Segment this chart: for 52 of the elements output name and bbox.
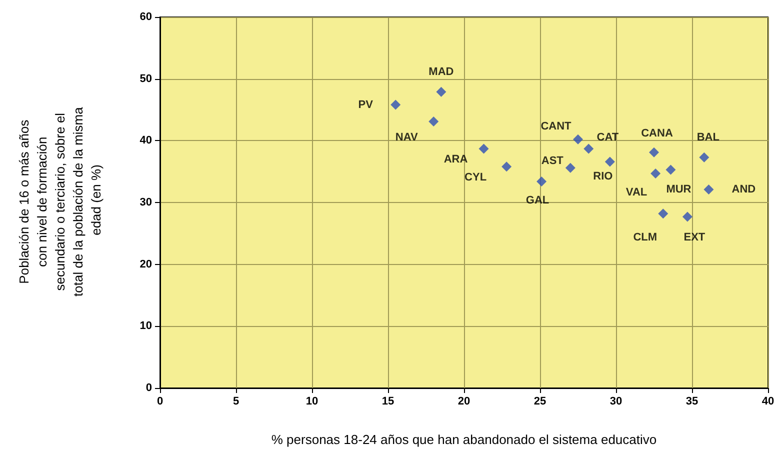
y-tick-label: 50 xyxy=(140,72,152,85)
annotation: NAV xyxy=(395,132,418,144)
point xyxy=(699,152,710,162)
annotation: MUR xyxy=(666,184,692,196)
x-axis-title: % personas 18-24 años que han abandonado el sistema educativo xyxy=(271,432,657,447)
x-tick-label: 30 xyxy=(610,396,622,408)
point xyxy=(704,184,714,195)
point xyxy=(390,100,401,110)
annotation: BAL xyxy=(696,131,720,144)
annotation: MAD xyxy=(428,66,454,78)
x-tick-label: 40 xyxy=(762,396,774,408)
annotation: CYL xyxy=(464,172,487,184)
point xyxy=(502,162,512,172)
annotation: GAL xyxy=(526,194,550,206)
y-tick-label: 60 xyxy=(140,11,152,23)
y-tick-label: 10 xyxy=(140,320,152,332)
x-tick-label: 0 xyxy=(156,396,164,408)
x-tick-label: 35 xyxy=(686,396,698,408)
x-tick-label: 5 xyxy=(232,396,240,408)
x-tick-label: 15 xyxy=(382,396,394,408)
annotation: EXT xyxy=(684,232,706,244)
y-tick-label: 20 xyxy=(140,258,152,270)
annotation: AND xyxy=(732,184,756,196)
annotation: CANT xyxy=(540,120,572,132)
point xyxy=(573,134,583,144)
y-tick-label: 0 xyxy=(146,382,152,394)
x-tick-label: 10 xyxy=(306,396,318,408)
point xyxy=(649,147,659,158)
annotation: PV xyxy=(358,98,374,111)
x-tick-label: 25 xyxy=(534,396,546,408)
y-tick-label: 30 xyxy=(140,196,152,208)
annotation: CANA xyxy=(641,127,673,140)
point xyxy=(650,168,661,178)
x-tick-label: 20 xyxy=(458,396,470,408)
point xyxy=(478,144,489,154)
annotation: CAT xyxy=(596,132,619,144)
y-tick-label: 40 xyxy=(140,134,152,147)
annotation: CLM xyxy=(633,232,658,244)
point xyxy=(584,144,594,154)
y-axis-title: Población de 16 o más años con nivel de formación secundario o terciario, sobre el total de la población de la misma edad (en %) xyxy=(16,104,104,296)
annotation: ARA xyxy=(444,154,468,166)
annotation: RIO xyxy=(593,170,614,183)
point xyxy=(604,156,615,167)
point xyxy=(565,162,576,173)
point xyxy=(666,164,676,175)
point xyxy=(428,116,439,126)
annotation: VAL xyxy=(626,186,648,198)
point xyxy=(682,212,692,222)
annotation: AST xyxy=(541,154,564,167)
point xyxy=(536,176,547,186)
point xyxy=(436,86,446,97)
point xyxy=(658,208,668,219)
